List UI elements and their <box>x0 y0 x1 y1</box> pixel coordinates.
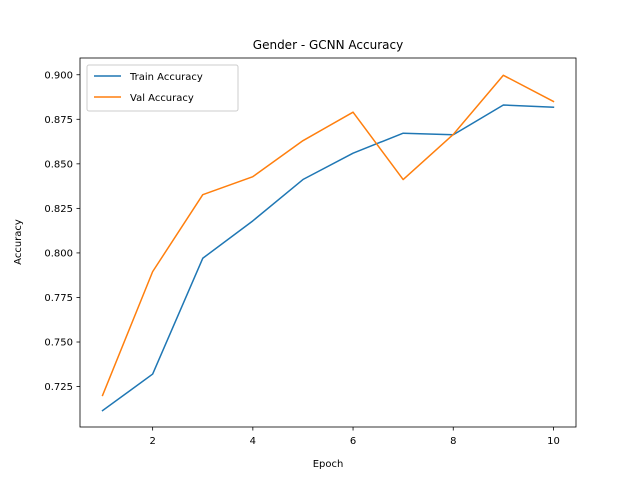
x-tick-label: 2 <box>149 436 155 447</box>
x-tick-label: 4 <box>250 436 256 447</box>
x-tick-label: 8 <box>450 436 456 447</box>
y-axis-label: Accuracy <box>13 219 24 265</box>
x-axis-label: Epoch <box>313 459 344 470</box>
plot-area <box>80 58 576 427</box>
y-tick-label: 0.875 <box>44 115 73 126</box>
series-line-1 <box>101 74 555 397</box>
y-axis-ticks: 0.725 0.750 0.775 0.800 0.825 0.850 0.875 0.900 <box>44 70 80 393</box>
legend-label-1: Val Accuracy <box>130 93 194 104</box>
y-tick-label: 0.800 <box>44 249 73 260</box>
x-axis-ticks: 2 4 6 8 10 <box>149 427 560 447</box>
y-tick-label: 0.900 <box>44 70 73 81</box>
legend: Train Accuracy Val Accuracy <box>86 64 239 112</box>
y-tick-label: 0.750 <box>44 338 73 349</box>
y-tick-label: 0.725 <box>44 382 73 393</box>
series-layer <box>101 74 555 412</box>
chart-title: Gender - GCNN Accuracy <box>253 38 403 52</box>
legend-label-0: Train Accuracy <box>129 72 203 83</box>
plot-frame <box>79 57 577 428</box>
y-tick-label: 0.825 <box>44 204 73 215</box>
series-line-0 <box>101 104 555 412</box>
y-tick-label: 0.850 <box>44 159 73 170</box>
y-tick-label: 0.775 <box>44 293 73 304</box>
legend-frame <box>86 64 239 112</box>
x-tick-label: 6 <box>350 436 356 447</box>
x-tick-label: 10 <box>547 436 560 447</box>
